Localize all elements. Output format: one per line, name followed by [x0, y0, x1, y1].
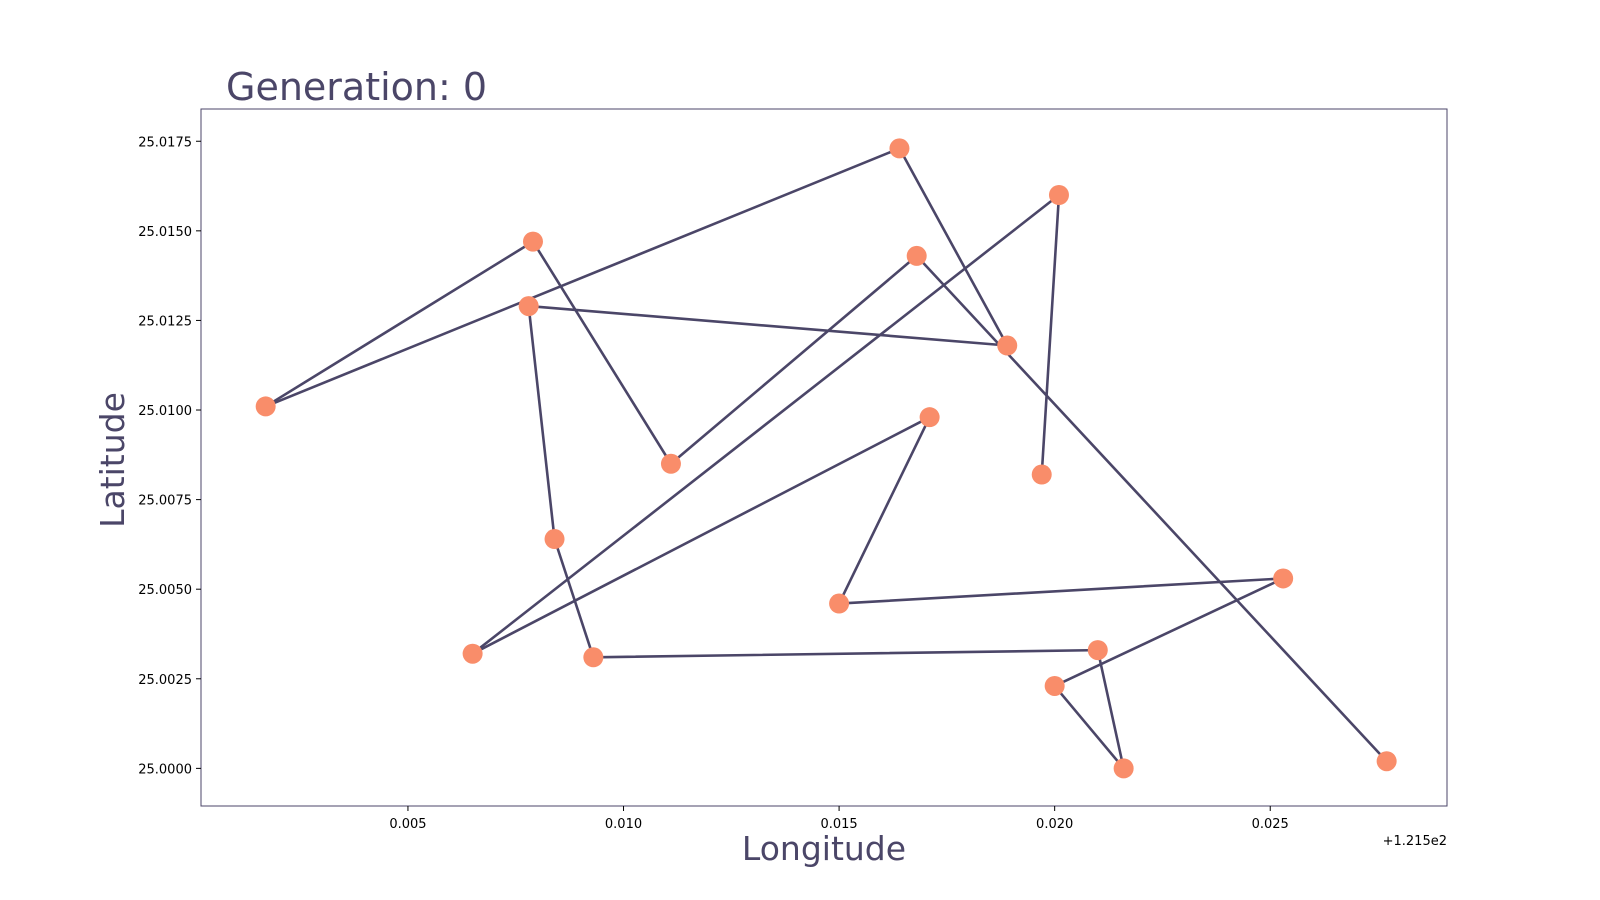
city-point — [829, 593, 850, 614]
route-segment — [471, 415, 931, 655]
y-tick-label: 25.0075 — [138, 494, 192, 509]
city-point — [1044, 675, 1065, 696]
city-point — [1376, 751, 1397, 772]
route-segment — [837, 577, 1285, 605]
route-segment — [1053, 577, 1285, 688]
y-axis: 25.0000 25.0025 25.0050 25.0075 25.0100 25.01… — [138, 135, 201, 777]
x-axis-offset-label: +1.215e2 — [1383, 834, 1447, 849]
route-segment — [264, 240, 535, 408]
x-axis: 0.005 0.010 0.015 0.020 0.025 — [389, 806, 1289, 832]
y-tick-label: 25.0125 — [138, 314, 192, 329]
x-axis-label: Longitude — [742, 829, 906, 868]
y-tick-label: 25.0175 — [138, 135, 192, 150]
city-point — [518, 296, 539, 317]
city-point — [1048, 185, 1069, 206]
city-point — [1087, 640, 1108, 661]
y-tick-label: 25.0150 — [138, 225, 192, 240]
route-segment — [531, 240, 673, 466]
route-segment — [592, 648, 1100, 659]
route-segment — [898, 147, 1009, 347]
y-tick-label: 25.0000 — [138, 762, 192, 777]
x-tick-label: 0.015 — [820, 817, 857, 832]
route-segment — [264, 147, 901, 408]
route-segment — [553, 537, 595, 659]
route-segment — [837, 415, 931, 605]
y-tick-label: 25.0025 — [138, 673, 192, 688]
plot-area: 0.005 0.010 0.015 0.020 0.025 25.0000 25.0025… — [138, 108, 1448, 832]
city-points — [255, 138, 1397, 779]
city-point — [544, 529, 565, 550]
city-point — [889, 138, 910, 159]
plot-frame — [200, 108, 1448, 807]
route-segment — [915, 254, 1388, 763]
city-point — [255, 396, 276, 417]
x-tick-label: 0.010 — [605, 817, 642, 832]
route-segment — [527, 304, 556, 541]
chart-title: Generation: 0 — [226, 65, 487, 109]
route-segment — [1096, 648, 1125, 770]
route-segment — [1053, 684, 1125, 770]
route-segment — [527, 304, 1009, 347]
route-segment — [1040, 193, 1061, 476]
city-point — [1113, 758, 1134, 779]
route-lines — [264, 147, 1388, 770]
city-point — [1273, 568, 1294, 589]
y-tick-label: 25.0100 — [138, 404, 192, 419]
city-point — [660, 453, 681, 474]
x-tick-label: 0.025 — [1252, 817, 1289, 832]
y-tick-label: 25.0050 — [138, 583, 192, 598]
route-segment — [471, 193, 1061, 655]
route-segment — [669, 254, 918, 466]
city-point — [583, 647, 604, 668]
city-point — [919, 407, 940, 428]
city-point — [997, 335, 1018, 356]
city-point — [906, 245, 927, 266]
city-point — [1031, 464, 1052, 485]
x-tick-label: 0.020 — [1036, 817, 1073, 832]
city-point — [462, 643, 483, 664]
y-axis-label: Latitude — [93, 392, 132, 528]
city-point — [522, 231, 543, 252]
x-tick-label: 0.005 — [389, 817, 426, 832]
